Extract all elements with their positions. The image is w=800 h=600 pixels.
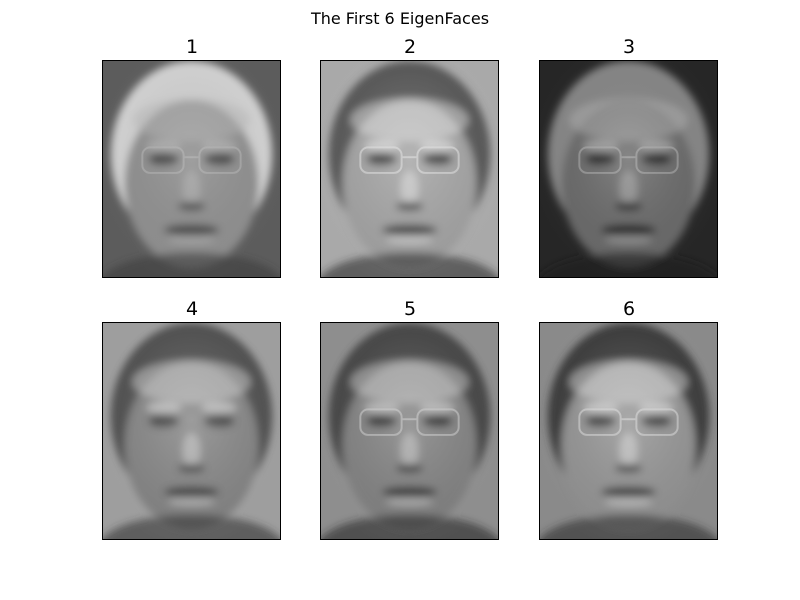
eigenface-image-5 bbox=[320, 322, 499, 540]
eigenface-image-2 bbox=[320, 60, 499, 278]
eigenface-image-1 bbox=[102, 60, 281, 278]
panel-title-3: 3 bbox=[622, 36, 636, 58]
eigenface-image-3 bbox=[539, 60, 718, 278]
eigenface-image-6 bbox=[539, 322, 718, 540]
panel-title-4: 4 bbox=[185, 298, 199, 320]
panel-title-6: 6 bbox=[622, 298, 636, 320]
panel-title-5: 5 bbox=[403, 298, 417, 320]
figure-title: The First 6 EigenFaces bbox=[310, 9, 490, 28]
eigenface-image-4 bbox=[102, 322, 281, 540]
panel-title-2: 2 bbox=[403, 36, 417, 58]
panel-title-1: 1 bbox=[185, 36, 199, 58]
